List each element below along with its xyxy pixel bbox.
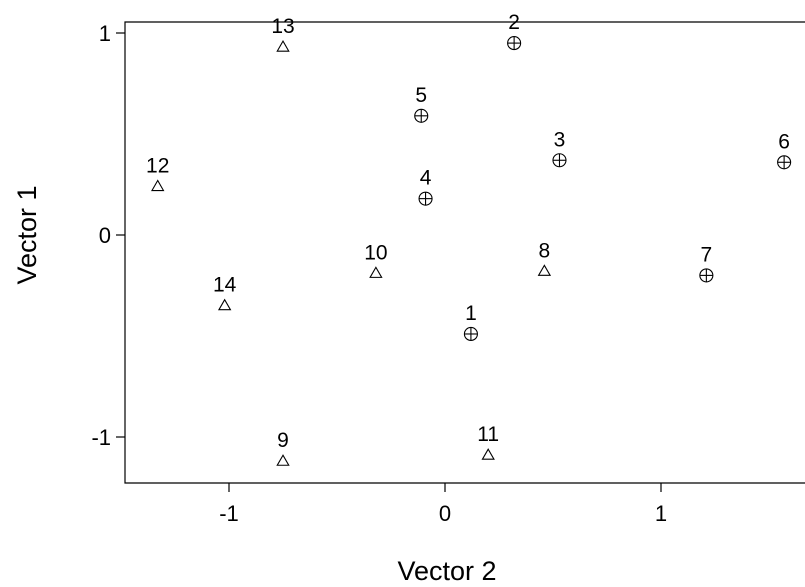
- triangle-marker: [276, 454, 290, 466]
- data-point: 3: [552, 128, 567, 168]
- data-point: 7: [699, 243, 714, 283]
- x-axis-title: Vector 2: [397, 556, 496, 586]
- data-point: 11: [477, 423, 499, 460]
- data-point: 4: [418, 167, 433, 206]
- triangle-marker: [217, 298, 232, 311]
- point-label: 12: [146, 155, 169, 178]
- y-tick-label: -1: [91, 425, 111, 450]
- y-axis: -1 0 1: [91, 21, 125, 450]
- point-label: 11: [477, 423, 499, 446]
- triangle-marker: [481, 448, 495, 460]
- point-label: 7: [701, 243, 713, 266]
- point-label: 4: [420, 167, 432, 190]
- x-tick-label: -1: [219, 501, 239, 526]
- point-label: 14: [213, 274, 237, 297]
- point-label: 3: [554, 128, 566, 151]
- triangle-marker: [369, 266, 383, 278]
- y-tick-label: 0: [99, 223, 111, 248]
- data-point: 10: [364, 241, 388, 278]
- data-point: 13: [271, 15, 295, 52]
- data-point: 1: [463, 302, 478, 342]
- data-point: 6: [777, 130, 792, 170]
- x-tick-label: 0: [439, 501, 451, 526]
- data-point: 8: [537, 239, 552, 276]
- point-label: 9: [277, 429, 289, 452]
- data-point: 14: [213, 274, 237, 311]
- triangle-marker: [276, 40, 290, 52]
- plot-frame: [124, 21, 805, 484]
- x-tick-label: 1: [655, 501, 667, 526]
- point-label: 2: [508, 11, 520, 34]
- point-label: 6: [778, 130, 790, 153]
- point-label: 1: [465, 302, 477, 325]
- data-point: 2: [507, 11, 522, 51]
- y-axis-title: Vector 1: [12, 185, 42, 284]
- point-label: 13: [271, 15, 294, 38]
- point-label: 5: [415, 84, 427, 107]
- point-label: 10: [364, 241, 387, 264]
- triangle-marker: [537, 264, 552, 276]
- triangle-marker: [151, 179, 165, 192]
- data-point: 12: [146, 155, 169, 192]
- y-tick-label: 1: [99, 21, 111, 46]
- data-point: 9: [276, 429, 290, 466]
- x-axis: -1 0 1: [219, 483, 667, 526]
- data-point: 5: [414, 84, 429, 123]
- point-label: 8: [539, 239, 551, 262]
